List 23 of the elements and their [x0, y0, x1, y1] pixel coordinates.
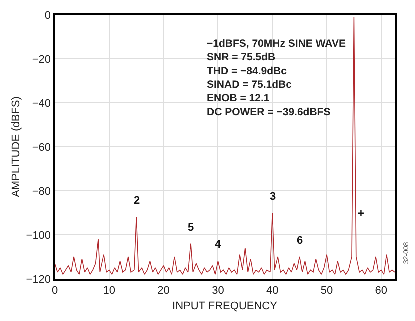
y-axis-title: AMPLITUDE (dBFS): [10, 96, 22, 198]
line-series: [55, 16, 395, 275]
annotation: −1dBFS, 70MHz SINE WAVE SNR = 75.5dB THD = −84.9dBc SINAD = 75.1dBc ENOB = 12.1 DC POWER = −39.6dBFS: [207, 38, 346, 118]
annotation: 3: [270, 191, 276, 203]
x-tick-label: 20: [158, 284, 170, 297]
x-tick-label: 40: [266, 284, 279, 297]
y-tick-label: 0: [44, 10, 52, 22]
x-axis-title: INPUT FREQUENCY: [172, 300, 278, 313]
annotation: +: [358, 208, 364, 220]
y-tick-label: −60: [32, 142, 52, 154]
y-tick-label: −20: [32, 54, 52, 66]
x-tick-label: 50: [320, 284, 334, 297]
annotation: 4: [215, 239, 222, 251]
y-tick-label: −120: [26, 274, 52, 286]
x-tick-label: 60: [375, 284, 388, 297]
annotation: 5: [188, 222, 194, 234]
x-tick-label: 10: [103, 284, 116, 297]
annotation: 6: [297, 235, 304, 247]
x-tick-label: 30: [212, 284, 224, 297]
y-tick-label: −100: [26, 230, 52, 242]
annotation: 2: [134, 195, 140, 207]
y-tick-label: −80: [32, 186, 52, 198]
y-tick-label: −40: [32, 98, 52, 110]
